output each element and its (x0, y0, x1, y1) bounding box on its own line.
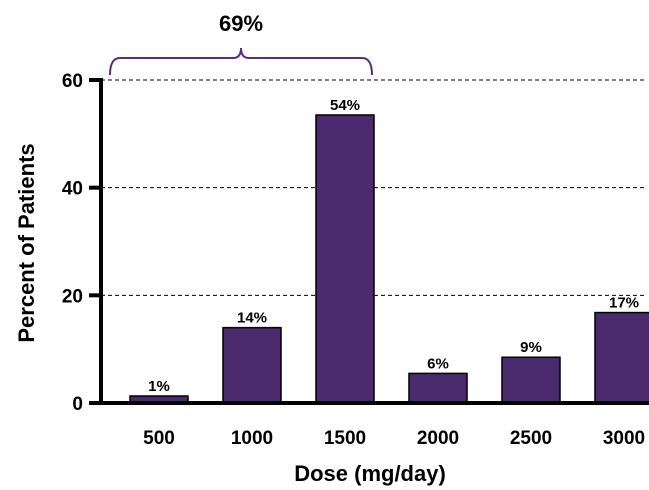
bars (129, 114, 649, 404)
data-label: 14% (237, 310, 267, 327)
x-tick-label: 2000 (417, 428, 459, 449)
x-tick-label: 1000 (231, 428, 273, 449)
bracket-line (109, 47, 373, 76)
data-label: 54% (330, 97, 360, 114)
x-tick-label: 1500 (324, 428, 366, 449)
bar (222, 326, 282, 404)
bracket-annotation: 69% (109, 11, 373, 76)
data-labels: 1% 14% 54% 6% 9% 17% (148, 97, 639, 395)
x-tick-label: 3000 (603, 428, 645, 449)
y-tick-label: 0 (72, 394, 83, 415)
y-tick-label: 40 (62, 179, 83, 200)
bar (594, 311, 649, 404)
data-label: 6% (427, 355, 449, 372)
bar (501, 356, 561, 404)
bar (315, 114, 375, 404)
bracket-label: 69% (219, 11, 263, 36)
y-tick-label: 60 (62, 71, 83, 92)
y-ticks: 0 20 40 60 (62, 71, 101, 415)
x-tick-label: 500 (143, 428, 175, 449)
data-label: 9% (520, 339, 542, 356)
x-tick-label: 2500 (510, 428, 552, 449)
x-axis-title: Dose (mg/day) (294, 461, 446, 486)
y-tick-label: 20 (62, 286, 83, 307)
axes (99, 78, 649, 405)
x-ticks: 500 1000 1500 2000 2500 3000 (143, 428, 645, 449)
data-label: 17% (609, 295, 639, 312)
data-label: 1% (148, 378, 170, 395)
y-axis-title: Percent of Patients (14, 143, 39, 342)
bar (408, 372, 468, 404)
